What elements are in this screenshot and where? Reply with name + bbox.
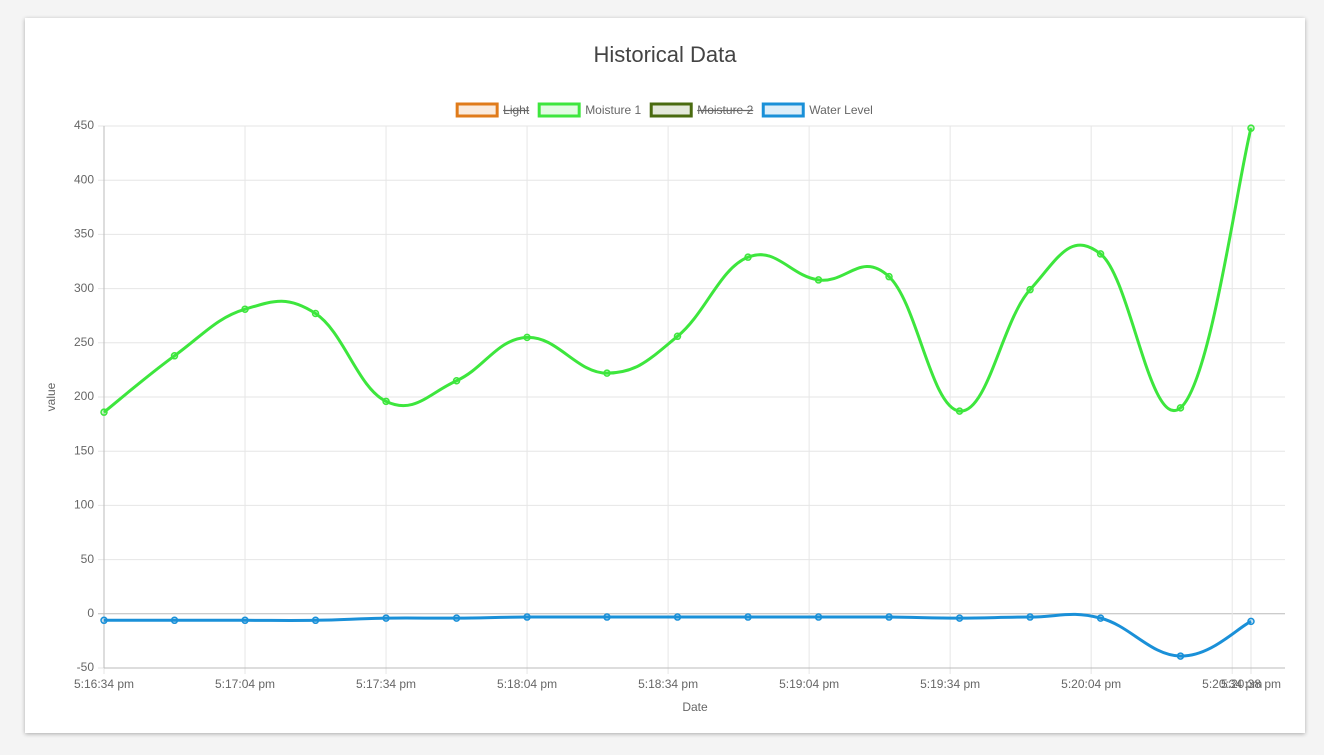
y-tick-label: 350	[74, 227, 94, 241]
data-point	[1026, 285, 1034, 294]
data-point	[603, 369, 611, 377]
x-tick-label: 5:20:04 pm	[1061, 677, 1121, 691]
x-tick-label: 5:19:04 pm	[779, 677, 839, 691]
data-point	[170, 352, 179, 360]
data-point	[673, 332, 682, 341]
legend-swatch	[761, 102, 805, 118]
data-point	[814, 276, 823, 284]
data-point	[452, 614, 461, 622]
y-tick-label: 250	[74, 335, 94, 349]
data-point	[100, 616, 108, 625]
y-tick-label: 100	[74, 498, 94, 512]
data-point	[452, 376, 461, 385]
x-tick-label: 5:18:04 pm	[497, 677, 557, 691]
data-point	[814, 613, 823, 621]
y-tick-label: 400	[74, 172, 94, 186]
data-point	[1096, 614, 1105, 622]
y-tick-label: -50	[77, 660, 95, 674]
x-tick-label: 5:18:34 pm	[638, 677, 698, 691]
x-tick-label: 5:19:34 pm	[920, 677, 980, 691]
data-point	[382, 614, 390, 622]
legend-label: Moisture 2	[697, 103, 753, 117]
legend-swatch	[455, 102, 499, 118]
series-line	[104, 612, 1252, 658]
data-point	[1247, 617, 1255, 626]
data-point	[100, 408, 108, 416]
data-point	[885, 613, 893, 621]
data-point	[523, 333, 531, 342]
data-point	[744, 613, 752, 621]
y-tick-label: 450	[74, 118, 94, 132]
data-point	[673, 613, 682, 621]
x-axis-label: Date	[682, 700, 708, 714]
x-tick-label: 5:20:34 pm	[1202, 677, 1262, 691]
x-tick-label: 5:17:04 pm	[215, 677, 275, 691]
legend-label: Light	[503, 103, 530, 117]
y-tick-label: 0	[87, 606, 94, 620]
data-point	[955, 407, 964, 415]
data-point	[170, 616, 179, 625]
x-tick-label: 5:16:34 pm	[74, 677, 134, 691]
legend: Light Moisture 1 Moisture 2 Water Level	[455, 102, 873, 118]
legend-label: Moisture 1	[585, 103, 641, 117]
data-point	[1176, 404, 1185, 412]
data-point	[241, 616, 249, 625]
y-axis-label: value	[44, 382, 58, 411]
data-point	[311, 309, 320, 318]
data-point	[1176, 652, 1185, 660]
data-point	[523, 613, 531, 621]
y-tick-label: 50	[81, 552, 95, 566]
legend-swatch	[537, 102, 581, 118]
legend-swatch	[649, 102, 693, 118]
data-point	[241, 305, 249, 313]
data-point	[1026, 613, 1034, 621]
data-point	[1096, 250, 1105, 258]
data-point	[603, 613, 611, 621]
y-tick-label: 200	[74, 389, 94, 403]
x-tick-label: 5:17:34 pm	[356, 677, 416, 691]
data-point	[885, 272, 893, 281]
data-point	[382, 397, 390, 406]
chart-title: Historical Data	[593, 42, 737, 67]
x-tick-label: 5:20:38 pm	[1221, 677, 1281, 691]
data-point	[1247, 124, 1255, 132]
series-line	[103, 127, 1253, 414]
data-point	[955, 614, 964, 622]
legend-label: Water Level	[809, 103, 873, 117]
y-tick-label: 150	[74, 443, 94, 457]
data-point	[311, 616, 320, 625]
data-point	[744, 253, 752, 261]
y-tick-label: 300	[74, 281, 94, 295]
